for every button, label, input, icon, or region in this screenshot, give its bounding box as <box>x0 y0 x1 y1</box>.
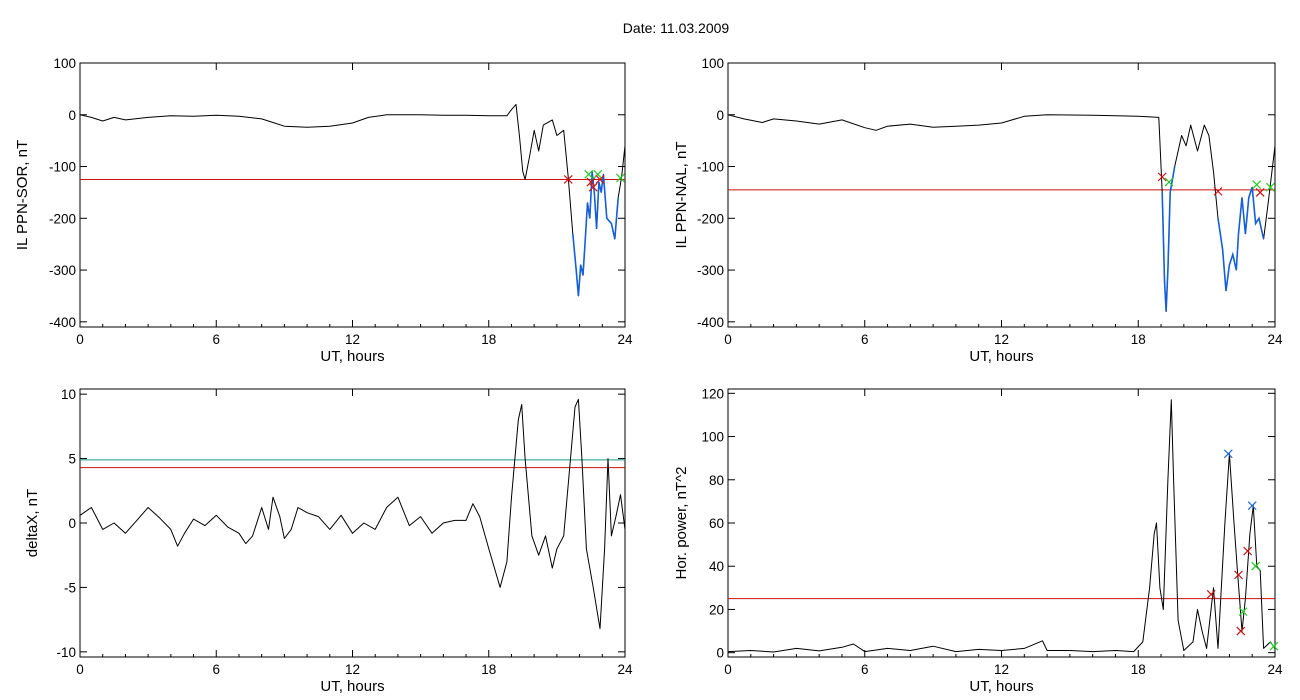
x-tick-label: 6 <box>212 332 220 347</box>
event-marker <box>1266 182 1275 192</box>
y-axis-label: deltaX, nT <box>24 489 41 557</box>
x-tick-label: 18 <box>481 332 496 347</box>
x-tick-label: 24 <box>617 332 633 347</box>
event-marker <box>1206 589 1216 599</box>
plot-frame <box>727 388 1276 658</box>
event-marker <box>588 182 598 192</box>
event-marker <box>1223 449 1233 459</box>
page-title: Date: 11.03.2009 <box>623 20 730 36</box>
y-tick-label: 5 <box>68 452 76 467</box>
highlighted-segment <box>1161 166 1176 312</box>
panel-ppn-nal: 0 6 12 18 24 100 0 -100 -200 -300 -400 UT, hours IL … <box>673 56 1283 365</box>
panel-deltax: 0 6 12 18 24 10 5 0 -5 -10 UT, hours deltaX, nT <box>24 387 633 695</box>
x-tick-label: 18 <box>1131 662 1146 677</box>
x-tick-label: 18 <box>481 662 496 677</box>
series-line <box>79 103 626 297</box>
x-tick-label: 24 <box>617 662 633 677</box>
event-marker <box>1238 607 1248 617</box>
x-axis-label: UT, hours <box>969 678 1033 695</box>
event-marker <box>595 175 605 184</box>
plot-frame <box>727 62 1276 328</box>
plot-frame <box>79 388 626 658</box>
y-tick-label: 100 <box>701 56 724 71</box>
y-tick-label: 100 <box>701 430 724 445</box>
event-marker <box>586 177 596 187</box>
x-tick-label: 6 <box>212 662 220 677</box>
y-tick-label: 60 <box>709 516 724 531</box>
y-tick-label: 100 <box>53 56 76 71</box>
y-tick-label: -200 <box>697 211 724 226</box>
x-tick-label: 24 <box>1267 332 1283 347</box>
x-tick-label: 0 <box>724 662 732 677</box>
event-marker <box>1243 546 1253 556</box>
x-tick-label: 24 <box>1267 662 1283 677</box>
y-tick-label: -300 <box>49 263 76 278</box>
y-tick-label: -5 <box>64 580 76 595</box>
x-tick-label: 12 <box>994 662 1009 677</box>
event-marker <box>593 169 603 179</box>
event-marker <box>584 169 594 179</box>
highlighted-segment <box>572 171 619 296</box>
x-tick-label: 18 <box>1131 332 1146 347</box>
y-tick-label: 0 <box>716 646 724 661</box>
highlighted-segment <box>1217 186 1265 291</box>
y-tick-label: 20 <box>709 602 724 617</box>
panel-hor-power: 0 6 12 18 24 120 100 80 60 40 20 0 UT, hours Hor. pow… <box>673 386 1283 695</box>
x-tick-label: 0 <box>76 662 84 677</box>
y-tick-label: 120 <box>701 386 724 401</box>
y-axis-label: Hor. power, nT^2 <box>673 467 690 580</box>
y-tick-label: 0 <box>716 108 724 123</box>
event-marker <box>1247 501 1257 511</box>
y-axis-label: IL PPN-NAL, nT <box>673 142 690 249</box>
event-marker <box>1157 172 1167 182</box>
event-marker <box>1236 626 1246 636</box>
x-axis-label: UT, hours <box>969 348 1033 365</box>
event-marker <box>1251 561 1261 571</box>
series-line <box>727 114 1276 312</box>
y-tick-label: 0 <box>68 516 76 531</box>
event-marker <box>1269 641 1279 651</box>
y-tick-label: -400 <box>697 315 724 330</box>
x-tick-label: 0 <box>76 332 84 347</box>
event-marker <box>1234 570 1243 580</box>
event-marker <box>616 173 625 183</box>
y-tick-label: -10 <box>56 645 76 660</box>
event-marker <box>1255 187 1265 197</box>
x-axis-label: UT, hours <box>320 678 384 695</box>
y-tick-label: -300 <box>697 263 724 278</box>
x-tick-label: 6 <box>861 662 869 677</box>
y-tick-label: 0 <box>68 108 76 123</box>
panel-ppn-sor: 0 6 12 18 24 100 0 -100 -200 -300 -400 UT, hours IL … <box>14 56 633 365</box>
y-tick-label: -100 <box>49 160 76 175</box>
event-marker <box>563 175 573 184</box>
event-marker <box>1213 186 1223 196</box>
x-tick-label: 12 <box>994 332 1009 347</box>
x-tick-label: 0 <box>724 332 732 347</box>
y-tick-label: 80 <box>709 473 724 488</box>
x-tick-label: 12 <box>345 662 360 677</box>
y-tick-label: -200 <box>49 211 76 226</box>
y-tick-label: -100 <box>697 160 724 175</box>
y-tick-label: 10 <box>61 387 76 402</box>
y-axis-label: IL PPN-SOR, nT <box>14 140 31 250</box>
x-tick-label: 6 <box>861 332 869 347</box>
y-tick-label: -400 <box>49 315 76 330</box>
plot-frame <box>79 62 626 328</box>
event-marker <box>1164 177 1174 187</box>
y-tick-label: 40 <box>709 559 724 574</box>
x-axis-label: UT, hours <box>320 348 384 365</box>
event-marker <box>1252 180 1262 190</box>
x-tick-label: 12 <box>345 332 360 347</box>
series-line <box>79 398 626 630</box>
series-line <box>727 399 1276 653</box>
